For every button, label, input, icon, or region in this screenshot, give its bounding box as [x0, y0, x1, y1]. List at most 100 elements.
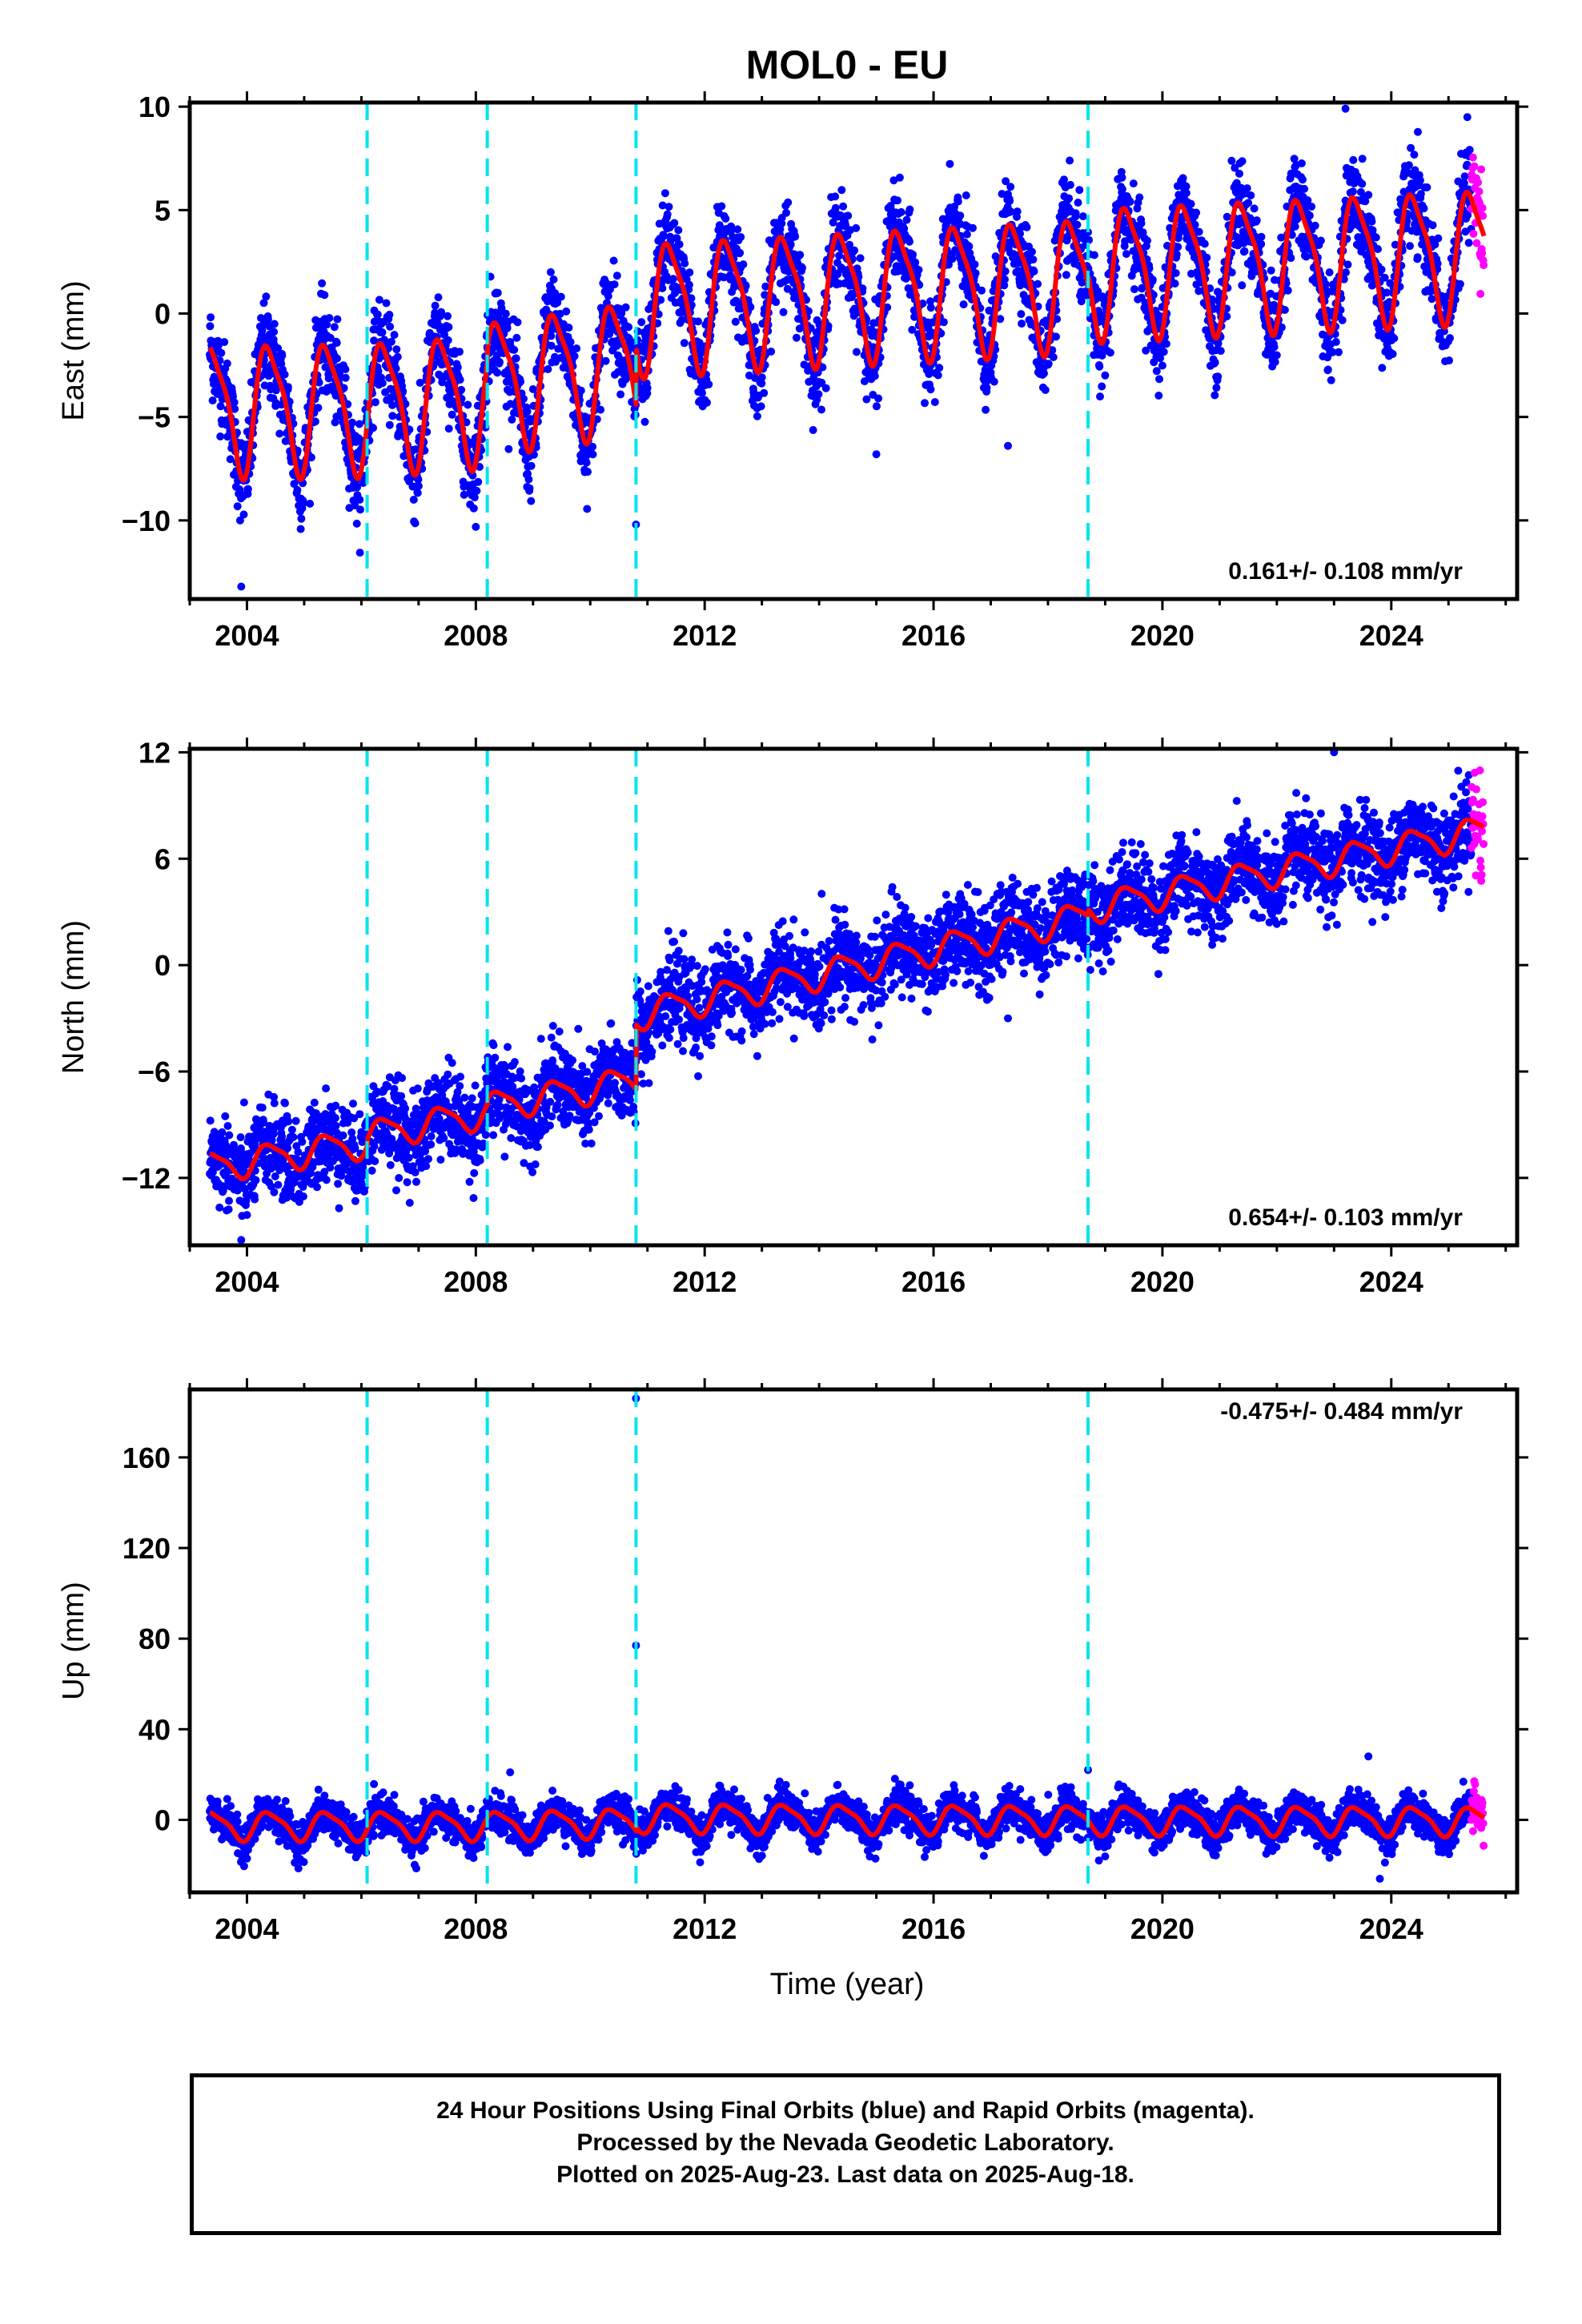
data-point [926, 304, 935, 312]
data-point [239, 1098, 248, 1107]
data-point [1192, 208, 1201, 217]
data-point [1044, 360, 1053, 368]
data-point [564, 324, 573, 332]
data-point [1247, 191, 1255, 199]
data-point [221, 1112, 230, 1120]
data-point [294, 1148, 303, 1156]
data-point [293, 485, 302, 494]
data-point [223, 359, 231, 368]
data-point [333, 315, 342, 324]
data-point [839, 202, 848, 211]
data-point [289, 1133, 298, 1141]
data-point [1445, 356, 1453, 365]
data-point [670, 219, 679, 227]
data-point [1243, 184, 1251, 193]
data-point [1283, 286, 1292, 295]
data-point [547, 332, 556, 340]
data-point [331, 1121, 340, 1130]
data-point [520, 395, 528, 403]
data-point [717, 202, 726, 211]
data-point [549, 275, 558, 283]
data-point [243, 1211, 251, 1220]
data-point [1327, 376, 1335, 384]
data-point [1118, 185, 1126, 194]
data-point [1001, 275, 1009, 283]
data-point [1195, 227, 1203, 236]
data-point [935, 364, 944, 372]
data-point [1017, 310, 1026, 319]
data-point [284, 1117, 293, 1126]
y-tick-label: −5 [138, 401, 171, 434]
data-point [990, 377, 998, 386]
data-point [271, 386, 280, 395]
data-point [1078, 212, 1087, 221]
data-point [323, 320, 331, 329]
y-tick-label: 10 [139, 90, 171, 123]
rapid-point [1476, 290, 1485, 298]
data-point [400, 452, 408, 460]
data-point [914, 266, 923, 274]
data-point [946, 159, 954, 168]
data-point [414, 481, 423, 490]
rapid-point [1478, 248, 1487, 257]
data-point [315, 378, 323, 387]
data-point [1335, 348, 1343, 356]
data-point [278, 1132, 287, 1141]
data-point [326, 334, 335, 342]
data-point [1272, 351, 1281, 360]
data-point [233, 502, 242, 511]
data-point [370, 336, 379, 345]
data-point [335, 1204, 343, 1212]
data-point [588, 450, 597, 459]
data-point [566, 338, 575, 346]
plot-area [206, 104, 1488, 591]
data-point [1013, 207, 1022, 216]
data-point [457, 385, 466, 394]
data-point [752, 327, 761, 335]
rapid-point [1480, 261, 1488, 270]
data-point [1214, 372, 1223, 381]
data-point [287, 1125, 296, 1134]
data-point [359, 479, 367, 488]
data-point [1101, 371, 1110, 380]
data-point [527, 461, 536, 470]
data-point [207, 313, 215, 322]
data-point [516, 377, 525, 386]
data-point [705, 380, 713, 388]
data-point [909, 250, 917, 259]
data-point [1367, 217, 1376, 226]
data-point [905, 205, 914, 214]
data-point [313, 1183, 321, 1192]
x-tick-label: 2012 [673, 619, 737, 652]
rapid-point [1475, 187, 1484, 196]
data-point [355, 549, 364, 557]
data-point [434, 293, 443, 302]
data-point [1126, 197, 1134, 206]
data-point [1065, 194, 1074, 203]
data-point [331, 1101, 340, 1110]
data-point [1463, 113, 1472, 122]
data-point [1130, 285, 1138, 294]
data-point [874, 394, 883, 403]
data-point [390, 331, 399, 340]
data-point [270, 1099, 279, 1108]
data-point [524, 475, 533, 484]
data-point [956, 211, 965, 220]
data-point [680, 339, 689, 348]
data-point [1348, 187, 1357, 196]
x-tick-label: 2016 [901, 619, 966, 652]
data-point [281, 436, 290, 445]
data-point [978, 286, 986, 295]
data-point [669, 275, 677, 283]
data-point [982, 384, 991, 392]
x-tick-label: 2008 [444, 619, 508, 652]
data-point [609, 256, 618, 265]
data-point [926, 385, 935, 394]
rapid-point [1470, 162, 1479, 171]
data-point [504, 444, 513, 453]
data-point [218, 1128, 227, 1136]
data-point [779, 308, 788, 316]
data-point [1096, 392, 1104, 401]
data-point [1174, 243, 1182, 251]
